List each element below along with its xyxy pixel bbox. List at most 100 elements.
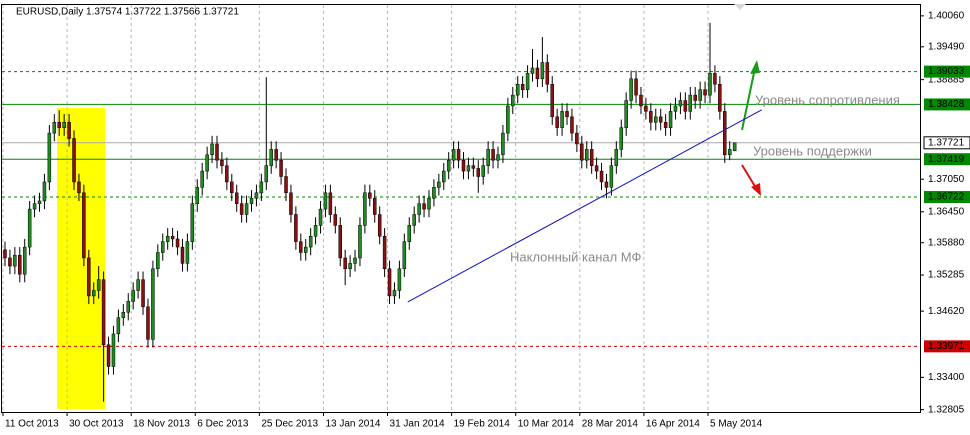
candle-body [580, 143, 584, 161]
candle-body [121, 311, 126, 318]
candle-body [249, 197, 254, 204]
candle-body [466, 165, 471, 172]
candle-body [8, 257, 12, 267]
candle-body [723, 111, 727, 156]
candle-body [530, 67, 535, 74]
candle-body [82, 192, 86, 259]
candle-body [683, 100, 688, 112]
candle-body [27, 208, 32, 248]
candle-body [427, 197, 431, 210]
y-tick-label: 1.35285 [928, 270, 965, 281]
resistance-annotation: Уровень сопротивления [755, 92, 900, 107]
x-tick-label: 6 Dec 2013 [197, 419, 249, 430]
shift-marker [734, 4, 746, 10]
candle-body [101, 279, 106, 346]
candle-body [486, 149, 490, 166]
candle-body [732, 142, 737, 152]
candle-body [555, 116, 559, 128]
y-tick-label: 1.38885 [928, 74, 965, 85]
level-label: 1.33971 [928, 341, 965, 352]
candle-body [210, 143, 214, 156]
candle-body [195, 187, 200, 204]
candle-body [225, 165, 229, 183]
candle-body [254, 192, 259, 199]
candle-body [205, 154, 209, 172]
candle-body [244, 203, 249, 215]
candle-body [52, 121, 57, 134]
candle-body [619, 127, 623, 150]
x-tick-label: 16 Apr 2014 [646, 419, 700, 430]
candle-body [693, 94, 697, 101]
candle-body [289, 192, 293, 215]
candle-body [658, 116, 663, 123]
candle-body [594, 165, 599, 172]
candle-body [570, 116, 574, 134]
candle-body [703, 89, 707, 96]
x-tick-label: 28 Mar 2014 [582, 419, 639, 430]
current-price-label: 1.37721 [928, 137, 965, 148]
candle-body [727, 149, 732, 156]
candle-body [437, 181, 441, 188]
levels [2, 71, 920, 347]
candle-body [230, 181, 234, 194]
candle-body [274, 149, 278, 161]
candle-body [146, 306, 150, 340]
candle-body [200, 170, 204, 188]
candle-body [18, 254, 22, 275]
candle-body [397, 268, 402, 291]
x-tick-label: 10 Mar 2014 [518, 419, 575, 430]
channel-annotation: Наклонный канал МФ [510, 249, 641, 264]
candle-body [432, 187, 436, 199]
candle-body [446, 159, 451, 172]
y-tick-label: 1.39490 [928, 41, 965, 52]
candle-body [180, 246, 185, 264]
candle-body [215, 143, 219, 161]
grid [2, 5, 709, 412]
overlay: Уровень сопротивления Уровень поддержки … [16, 7, 900, 303]
candle-body [353, 257, 357, 264]
candle-body [259, 181, 264, 194]
candle-body [718, 83, 722, 112]
candle-body [604, 181, 609, 188]
candle-body [382, 235, 387, 270]
candle-body [535, 67, 540, 80]
candle-body [515, 83, 520, 96]
candle-body [42, 181, 47, 202]
candle-body [456, 149, 461, 161]
level-label-box [924, 65, 970, 78]
level-label: 1.37419 [928, 154, 965, 165]
candle-body [412, 214, 416, 226]
candle-body [698, 89, 702, 101]
candle-body [116, 317, 121, 335]
candle-body [501, 132, 505, 156]
level-label-box [924, 340, 970, 353]
candle-body [550, 83, 554, 118]
x-tick-label: 25 Dec 2013 [261, 419, 318, 430]
candle-body [668, 111, 673, 128]
candle-body [32, 203, 37, 210]
candle-body [343, 257, 347, 270]
candle-body [461, 159, 466, 172]
candle-body [688, 94, 693, 112]
candle-body [170, 235, 175, 240]
candle-body [565, 111, 569, 118]
candle-body [422, 203, 426, 210]
level-label: 1.38428 [928, 99, 965, 110]
y-tick-label: 1.32805 [928, 404, 965, 415]
candle-body [358, 225, 362, 259]
candle-body [560, 111, 564, 128]
candle-body [471, 165, 476, 169]
candle-body [673, 105, 678, 112]
candle-body [368, 192, 372, 199]
candle-body [47, 132, 52, 183]
candle-body [377, 214, 382, 237]
x-tick-label: 5 May 2014 [710, 419, 763, 430]
candle-body [161, 241, 165, 253]
level-label-box [924, 98, 970, 111]
down-arrow-head [751, 183, 761, 196]
x-tick-label: 19 Feb 2014 [454, 419, 511, 430]
candle-body [37, 200, 42, 204]
candle-body [220, 159, 224, 166]
candle-body [451, 149, 456, 161]
